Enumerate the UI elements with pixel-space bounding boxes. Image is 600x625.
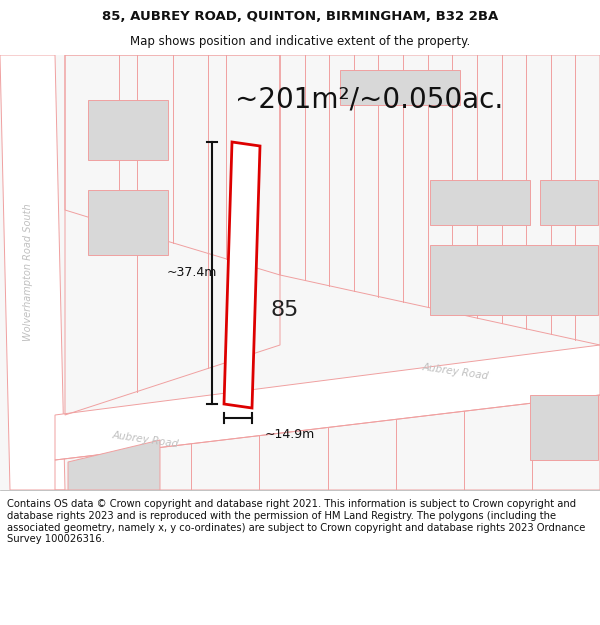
Text: Aubrey Road: Aubrey Road xyxy=(421,362,489,382)
Polygon shape xyxy=(430,180,530,225)
Text: Aubrey Road: Aubrey Road xyxy=(111,431,179,449)
Text: 85, AUBREY ROAD, QUINTON, BIRMINGHAM, B32 2BA: 85, AUBREY ROAD, QUINTON, BIRMINGHAM, B3… xyxy=(102,10,498,23)
Polygon shape xyxy=(530,395,598,460)
Text: ~37.4m: ~37.4m xyxy=(167,266,217,279)
Text: ~201m²/~0.050ac.: ~201m²/~0.050ac. xyxy=(235,86,503,114)
Polygon shape xyxy=(55,345,600,460)
Polygon shape xyxy=(430,245,598,315)
Polygon shape xyxy=(340,70,460,105)
Polygon shape xyxy=(0,55,65,490)
Polygon shape xyxy=(540,180,598,225)
Polygon shape xyxy=(88,100,168,160)
Text: Map shows position and indicative extent of the property.: Map shows position and indicative extent… xyxy=(130,35,470,48)
Polygon shape xyxy=(88,190,168,255)
Text: Contains OS data © Crown copyright and database right 2021. This information is : Contains OS data © Crown copyright and d… xyxy=(7,499,586,544)
Text: Wolverhampton Road South: Wolverhampton Road South xyxy=(23,203,33,341)
Text: 85: 85 xyxy=(271,300,299,320)
Text: ~14.9m: ~14.9m xyxy=(265,429,315,441)
Polygon shape xyxy=(68,440,160,490)
Polygon shape xyxy=(224,142,260,408)
